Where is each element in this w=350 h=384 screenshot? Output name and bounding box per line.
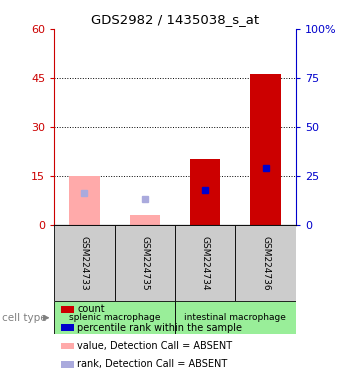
Bar (54, 301, 175, 334)
Text: GSM224734: GSM224734 (201, 236, 210, 290)
Bar (190, 159, 220, 225)
Text: GSM224735: GSM224735 (140, 236, 149, 290)
Text: rank, Detection Call = ABSENT: rank, Detection Call = ABSENT (77, 359, 227, 369)
Text: GSM224733: GSM224733 (80, 236, 89, 290)
Text: GDS2982 / 1435038_s_at: GDS2982 / 1435038_s_at (91, 13, 259, 26)
Bar (175, 225, 235, 301)
Text: GSM224736: GSM224736 (261, 236, 270, 290)
Bar (130, 215, 160, 225)
Text: count: count (77, 304, 105, 314)
Text: cell type: cell type (2, 313, 46, 323)
Bar (251, 74, 281, 225)
Text: percentile rank within the sample: percentile rank within the sample (77, 323, 242, 333)
Bar (54, 225, 115, 301)
Bar (235, 225, 296, 301)
Text: intestinal macrophage: intestinal macrophage (184, 313, 286, 322)
Bar (115, 225, 175, 301)
Text: value, Detection Call = ABSENT: value, Detection Call = ABSENT (77, 341, 232, 351)
Bar (175, 301, 296, 334)
Bar (69, 176, 99, 225)
Text: splenic macrophage: splenic macrophage (69, 313, 160, 322)
